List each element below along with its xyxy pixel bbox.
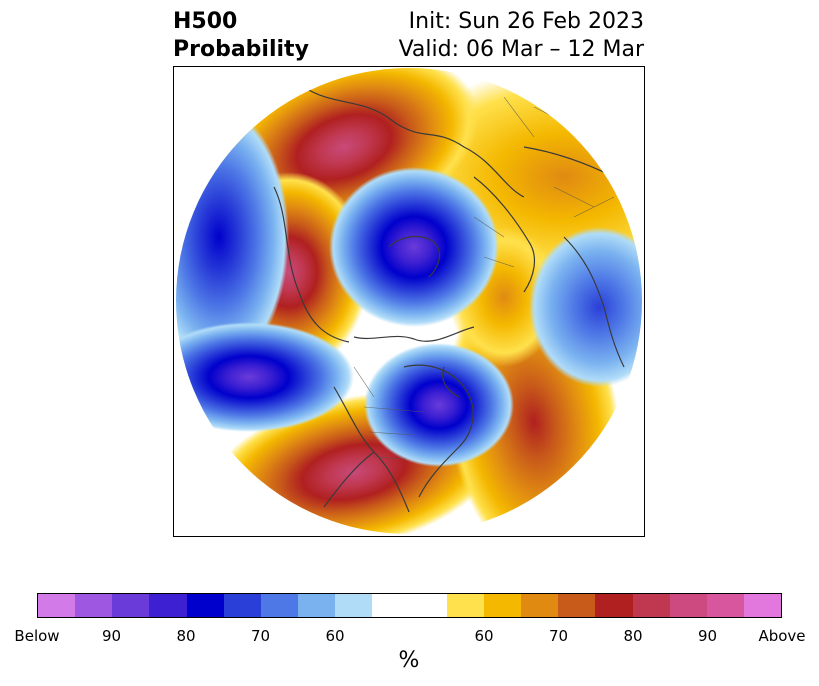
colorbar-segment [521,594,559,617]
colorbar-tick-label: 90 [101,627,122,645]
colorbar-tick-label: 70 [250,627,271,645]
colorbar-segment [149,594,187,617]
map-title: H500 Probability [173,8,309,64]
arctic-siberia-below [329,167,499,327]
borders [353,96,615,460]
colorbar-segment [483,594,522,617]
colorbar-segment [669,594,707,617]
colorbar-segment [223,594,261,617]
colorbar-tick-label: 80 [176,627,196,645]
colorbar-segment [706,594,744,617]
title-line-2: Probability [173,37,309,62]
colorbar-tick-label: 70 [548,627,569,645]
central-europe-below [529,227,642,387]
eastern-canada-below [364,343,514,467]
title-line-1: H500 [173,9,238,34]
map-dates: Init: Sun 26 Feb 2023 Valid: 06 Mar – 12… [399,8,644,64]
colorbar-segment [446,594,484,617]
colorbar-tick-label: 80 [623,627,643,645]
polar-map [176,68,642,534]
colorbar-tick-label: Above [758,627,806,645]
valid-range: Valid: 06 Mar – 12 Mar [398,37,644,62]
probability-field [176,68,642,534]
colorbar-segment [75,594,113,617]
probability-colorbar [37,593,782,618]
colorbar-segment [632,594,670,617]
colorbar-segment [558,594,596,617]
colorbar-tick-label: Below [14,627,60,645]
colorbar-segment [260,594,299,617]
colorbar-tick-label: 60 [474,627,494,645]
colorbar-segment [186,594,224,617]
colorbar-segment [38,594,76,617]
colorbar-segment [409,594,447,617]
colorbar-segment [372,594,410,617]
colorbar-segment [112,594,150,617]
map-panel [173,66,645,537]
colorbar-segment [298,594,336,617]
coastlines [273,86,625,513]
colorbar-segment [743,594,782,617]
colorbar-segment [335,594,373,617]
init-date: Init: Sun 26 Feb 2023 [408,9,644,34]
colorbar-tick-label: 60 [325,627,345,645]
colorbar-tick-label: 90 [697,627,718,645]
colorbar-segment [595,594,633,617]
colorbar-unit-label: % [398,648,420,673]
